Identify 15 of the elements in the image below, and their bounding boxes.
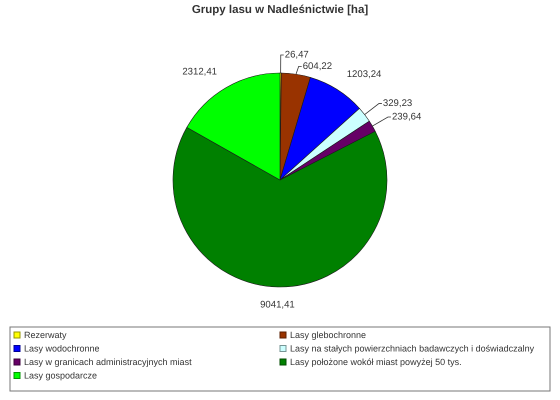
legend-label: Lasy wodochronne xyxy=(24,344,100,354)
legend-label: Lasy glebochronne xyxy=(290,330,366,340)
legend-label: Lasy położone wokół miast powyżej 50 tys. xyxy=(290,357,462,367)
legend-label: Rezerwaty xyxy=(24,330,68,340)
legend-label: Lasy na stałych powierzchniach badawczych i doświadczalny xyxy=(290,344,535,354)
data-label: 9041,41 xyxy=(260,299,295,310)
chart-title: Grupy lasu w Nadleśnictwie [ha] xyxy=(192,4,368,16)
legend-label: Lasy w granicach administracyjnych miast xyxy=(24,357,192,367)
data-label: 604,22 xyxy=(302,60,332,72)
legend-label: Lasy gospodarcze xyxy=(24,370,98,380)
data-label: 1203,24 xyxy=(346,68,382,80)
data-label: 329,23 xyxy=(382,98,412,110)
data-label: 26,47 xyxy=(284,50,309,60)
data-label: 239,64 xyxy=(392,112,422,123)
data-label: 2312,41 xyxy=(182,66,218,78)
